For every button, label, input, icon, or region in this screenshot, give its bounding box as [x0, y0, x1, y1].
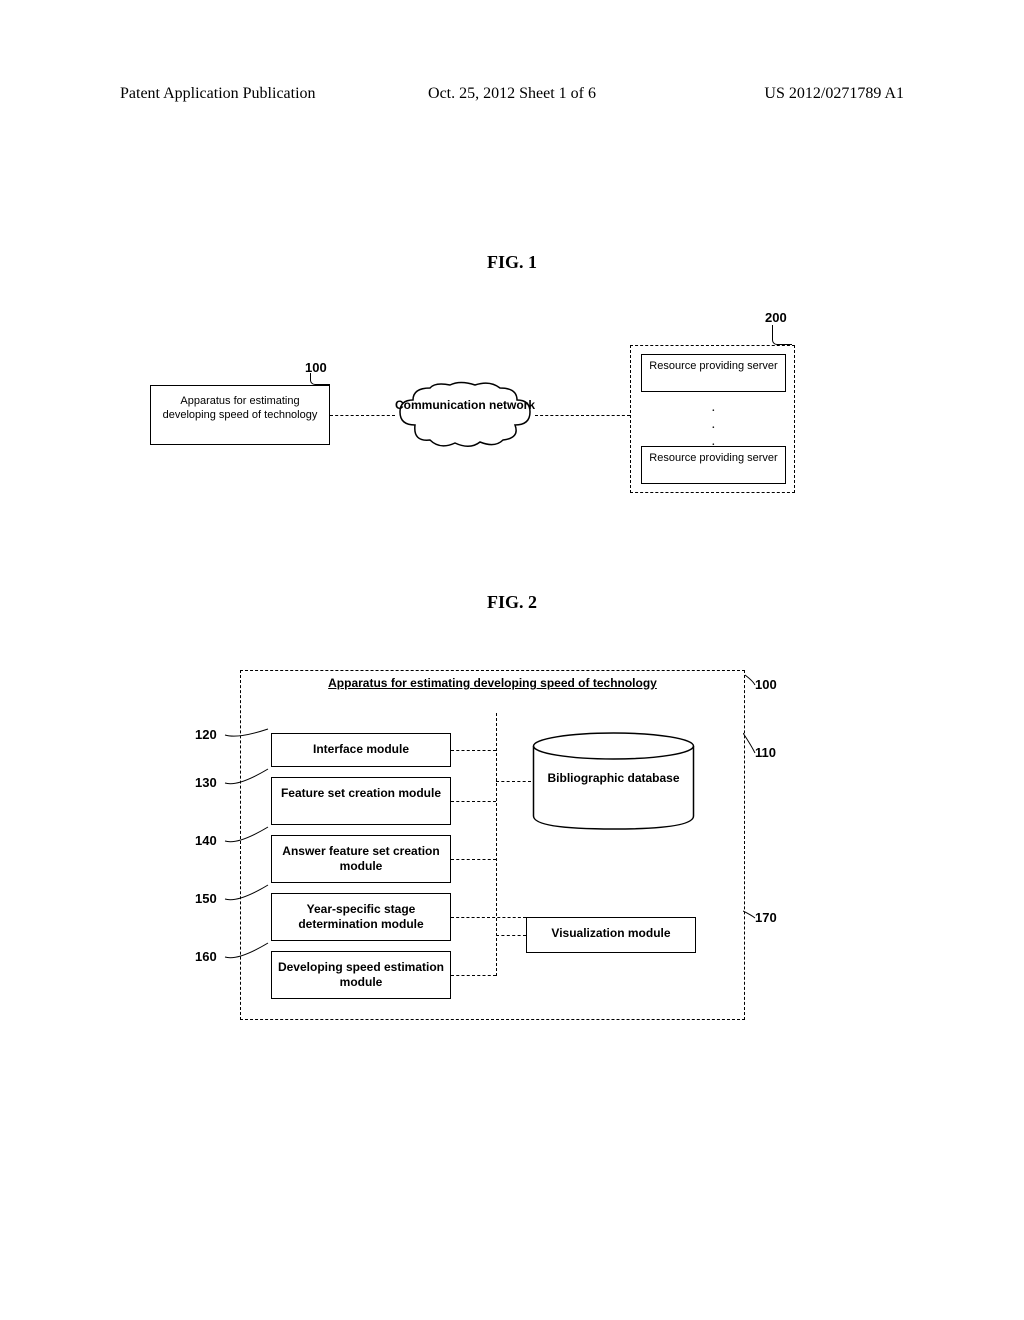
figure-1-label: FIG. 1	[0, 252, 1024, 273]
apparatus-title: Apparatus for estimating developing spee…	[241, 676, 744, 692]
communication-network-cloud: Communication network	[395, 380, 535, 450]
figure-1-diagram: 100 Apparatus for estimating developing …	[150, 305, 850, 485]
servers-number-200: 200	[765, 310, 787, 325]
interface-module-box: Interface module	[271, 733, 451, 767]
figure-2-label: FIG. 2	[0, 592, 1024, 613]
year-stage-module-box: Year-specific stage determination module	[271, 893, 451, 941]
connector-answer	[451, 859, 496, 860]
header-date-sheet: Oct. 25, 2012 Sheet 1 of 6	[428, 85, 596, 103]
page-header: Patent Application Publication Oct. 25, …	[0, 85, 1024, 103]
connector-year	[451, 917, 526, 918]
label-110: 110	[755, 745, 776, 760]
connector-database	[496, 781, 531, 782]
developing-speed-module-box: Developing speed estimation module	[271, 951, 451, 999]
resource-servers-container: Resource providing server ··· Resource p…	[630, 345, 795, 493]
apparatus-box: Apparatus for estimating developing spee…	[150, 385, 330, 445]
connector-visualization	[496, 935, 526, 936]
apparatus-outer-box: Apparatus for estimating developing spee…	[240, 670, 745, 1020]
resource-server-bottom: Resource providing server	[641, 446, 786, 484]
header-publication: Patent Application Publication	[120, 85, 316, 103]
connector-apparatus-cloud	[330, 415, 395, 416]
answer-feature-module-box: Answer feature set creation module	[271, 835, 451, 883]
database-label: Bibliographic database	[531, 771, 696, 787]
visualization-module-box: Visualization module	[526, 917, 696, 953]
label-100: 100	[755, 677, 777, 692]
label-130: 130	[195, 775, 217, 790]
label-120: 120	[195, 727, 217, 742]
header-patent-number: US 2012/0271789 A1	[764, 85, 904, 103]
bibliographic-database: Bibliographic database	[531, 731, 696, 831]
connector-vertical-bus	[496, 713, 497, 976]
feature-set-module-box: Feature set creation module	[271, 777, 451, 825]
connector-interface	[451, 750, 496, 751]
figure-2-diagram: 120 130 140 150 160 100 110 170 Apparatu…	[195, 655, 755, 1025]
label-140: 140	[195, 833, 217, 848]
label-150: 150	[195, 891, 217, 906]
lead-line-100	[310, 373, 330, 385]
label-170: 170	[755, 910, 777, 925]
connector-cloud-servers	[535, 415, 630, 416]
cloud-label: Communication network	[395, 398, 535, 412]
lead-line-200	[772, 325, 792, 345]
resource-server-top: Resource providing server	[641, 354, 786, 392]
connector-speed	[451, 975, 496, 976]
label-160: 160	[195, 949, 217, 964]
connector-feature	[451, 801, 496, 802]
